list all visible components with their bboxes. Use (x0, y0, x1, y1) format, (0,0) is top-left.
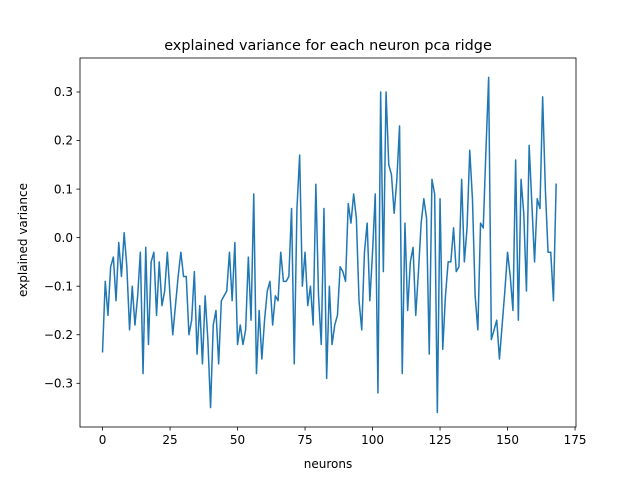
x-tick-label: 125 (429, 433, 452, 447)
plot-area: 0 25 50 75 100 125 150 175 −0.3 −0.2 −0.1 0.0 0.1 0.2… (44, 57, 587, 447)
y-tick-label: 0.2 (54, 134, 73, 148)
x-axis-label: neurons (304, 457, 352, 471)
x-tick-label: 150 (496, 433, 519, 447)
x-tick-label: 75 (297, 433, 312, 447)
y-axis-label: explained variance (16, 183, 30, 297)
chart-title: explained variance for each neuron pca r… (164, 38, 492, 54)
axes-frame (79, 57, 577, 428)
y-tick-label: −0.2 (44, 328, 73, 342)
y-tick-label: 0.1 (54, 182, 73, 196)
y-tick-label: 0.3 (54, 85, 73, 99)
y-tick-label: 0.0 (54, 231, 73, 245)
series-line (101, 76, 557, 414)
x-tick-label: 0 (99, 433, 107, 447)
y-tick-label: −0.1 (44, 279, 73, 293)
x-tick-label: 175 (564, 433, 587, 447)
y-tick-label: −0.3 (44, 377, 73, 391)
x-tick-label: 25 (162, 433, 177, 447)
x-tick-label: 50 (230, 433, 245, 447)
x-tick-label: 100 (361, 433, 384, 447)
